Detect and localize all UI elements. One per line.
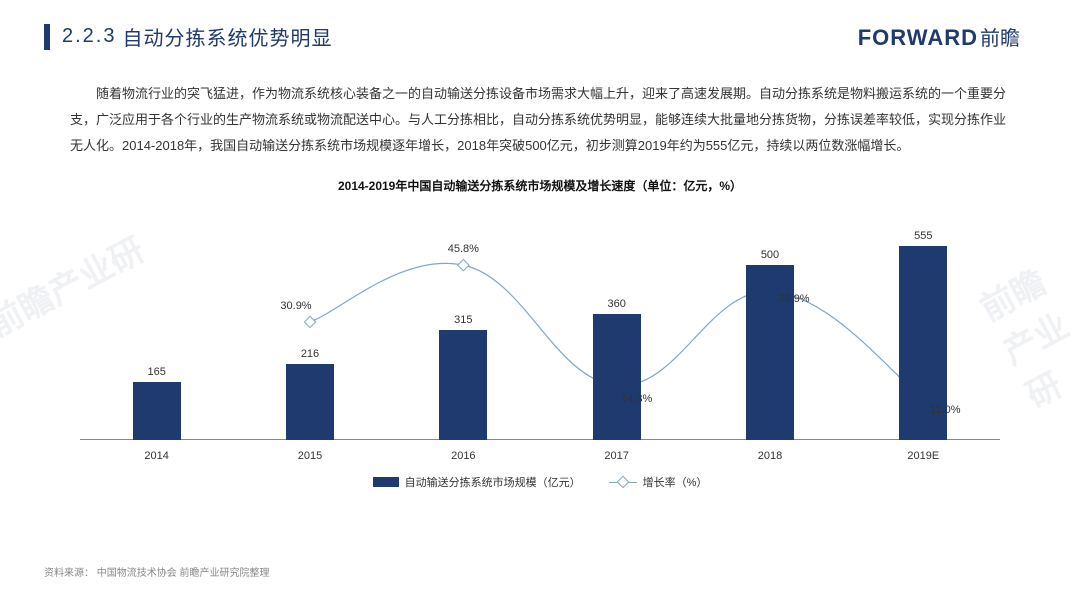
bar (593, 314, 641, 440)
bar (746, 265, 794, 440)
x-tick-label: 2015 (298, 450, 322, 462)
source-text: 中国物流技术协会 前瞻产业研究院整理 (97, 568, 270, 579)
chart-legend: 自动输送分拣系统市场规模（亿元） 增长率（%） (0, 474, 1080, 490)
section-number: 2.2.3 (62, 25, 116, 48)
legend-line-swatch (609, 477, 637, 487)
bar-group: 1652014 (127, 366, 187, 440)
bar-value-label: 165 (147, 366, 165, 378)
bar-value-label: 500 (761, 249, 779, 261)
brand-logo: FORWARD 前瞻 (858, 22, 1020, 51)
bar-value-label: 360 (607, 298, 625, 310)
bar (439, 330, 487, 440)
growth-line (80, 210, 1000, 440)
legend-bar-item: 自动输送分拣系统市场规模（亿元） (373, 474, 581, 490)
source-line: 资料来源： 中国物流技术协会 前瞻产业研究院整理 (44, 564, 270, 579)
logo-cn-text: 前瞻 (980, 22, 1020, 51)
page-header: 2.2.3 自动分拣系统优势明显 FORWARD 前瞻 (0, 0, 1080, 51)
x-tick-label: 2014 (144, 450, 168, 462)
x-tick-label: 2017 (604, 450, 628, 462)
title-accent-bar (44, 24, 50, 50)
x-tick-label: 2018 (758, 450, 782, 462)
bar-value-label: 216 (301, 348, 319, 360)
chart-area: 1652014216201531520163602017500201855520… (75, 200, 1005, 470)
logo-forward-text: FORWARD (858, 25, 978, 51)
legend-line-label: 增长率（%） (643, 474, 708, 490)
growth-rate-label: 45.8% (448, 243, 479, 255)
bar-group: 3602017 (587, 298, 647, 440)
x-tick-label: 2016 (451, 450, 475, 462)
growth-rate-label: 14.3% (621, 393, 652, 405)
legend-line-item: 增长率（%） (609, 474, 708, 490)
legend-bar-swatch (373, 477, 399, 487)
bar-group: 3152016 (433, 314, 493, 440)
bar-group: 2162015 (280, 348, 340, 440)
growth-rate-label: 30.9% (280, 300, 311, 312)
bar-value-label: 555 (914, 230, 932, 242)
bar (286, 364, 334, 440)
legend-bar-label: 自动输送分拣系统市场规模（亿元） (405, 474, 581, 490)
bar (133, 382, 181, 440)
title-wrap: 2.2.3 自动分拣系统优势明显 (44, 22, 332, 51)
chart-title: 2014-2019年中国自动输送分拣系统市场规模及增长速度（单位：亿元，%） (0, 177, 1080, 194)
source-prefix: 资料来源： (44, 568, 94, 579)
growth-rate-label: 11.0% (930, 404, 960, 416)
section-title: 自动分拣系统优势明显 (122, 22, 332, 51)
body-paragraph: 随着物流行业的突飞猛进，作为物流系统核心装备之一的自动输送分拣设备市场需求大幅上… (0, 51, 1080, 159)
bar-value-label: 315 (454, 314, 472, 326)
x-tick-label: 2019E (907, 450, 939, 462)
bar-group: 5002018 (740, 249, 800, 440)
growth-rate-label: 38.9% (778, 293, 809, 305)
chart-plot: 1652014216201531520163602017500201855520… (80, 210, 1000, 440)
